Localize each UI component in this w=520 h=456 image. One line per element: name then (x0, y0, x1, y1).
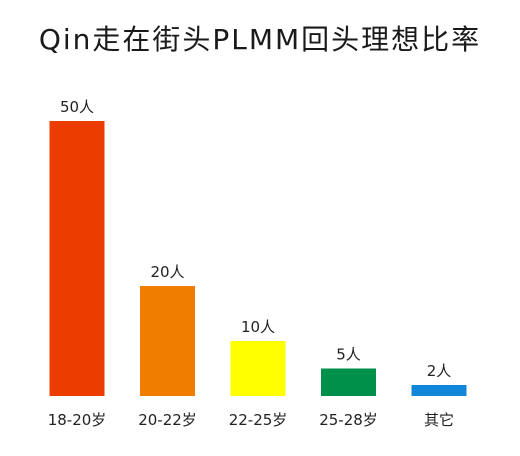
x-tick-label-0: 18-20岁 (48, 411, 107, 429)
bar-3 (321, 368, 376, 396)
bar-4 (411, 385, 467, 396)
bar-0 (49, 121, 105, 396)
value-label-1: 20人 (150, 263, 184, 281)
x-tick-label-1: 20-22岁 (138, 411, 197, 429)
bar-2 (230, 341, 286, 396)
chart-title: Qin走在街头PLMM回头理想比率 (38, 23, 482, 56)
value-label-0: 50人 (60, 98, 94, 116)
bar-1 (140, 286, 195, 396)
x-tick-label-2: 22-25岁 (229, 411, 288, 429)
x-tick-label-4: 其它 (424, 411, 454, 429)
value-label-2: 10人 (241, 318, 275, 336)
value-label-3: 5人 (336, 346, 361, 364)
x-tick-label-3: 25-28岁 (319, 411, 378, 429)
value-label-4: 2人 (427, 362, 452, 380)
